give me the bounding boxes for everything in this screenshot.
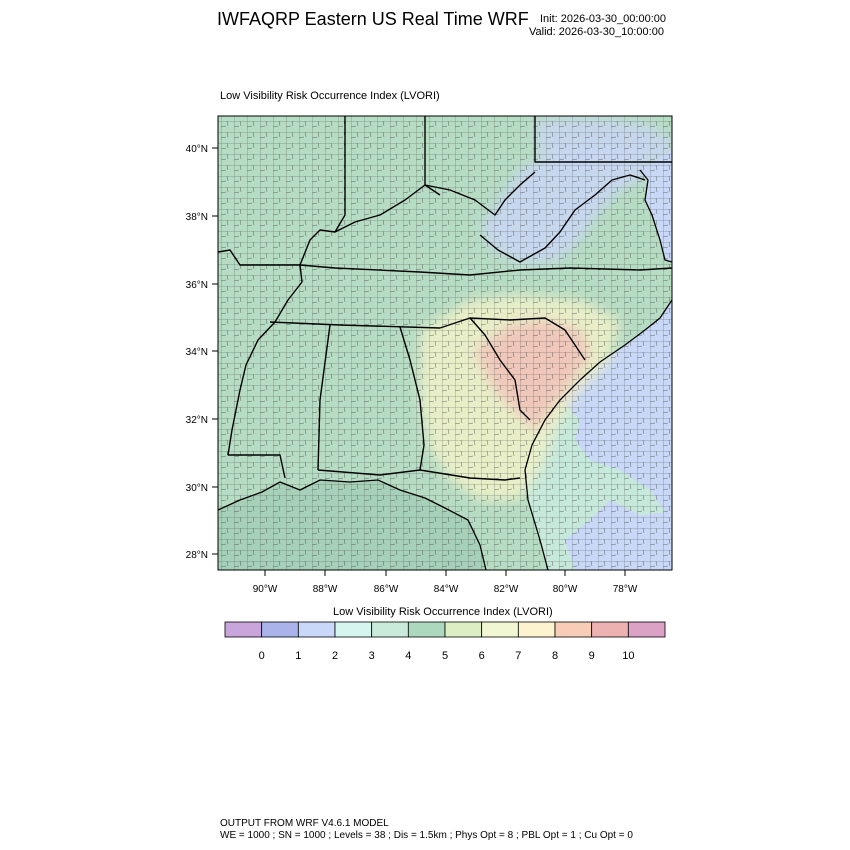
lat-label-30: 30°N [186,483,208,494]
lon-label-88: 88°W [313,584,338,595]
lat-label-40: 40°N [186,144,208,155]
colorbar-swatch [407,621,446,638]
colorbar-label: 3 [369,650,375,662]
colorbar-swatch [517,621,556,638]
ms-al-border [317,324,331,471]
footer-config-line: WE = 1000 ; SN = 1000 ; Levels = 38 ; Di… [220,830,633,841]
atlantic-coast [524,299,672,570]
colorbar [224,621,666,638]
colorbar-label: 5 [442,650,448,662]
fl-border [317,469,521,481]
lon-label-82: 82°W [494,584,519,595]
chesapeake-coast [639,169,672,263]
lat-label-32: 32°N [186,415,208,426]
lon-label-90: 90°W [253,584,278,595]
panel-title: Low Visibility Risk Occurrence Index (LV… [220,90,440,102]
init-time: Init: 2026-03-30_00:00:00 [540,13,666,25]
la-ms-border [228,454,286,479]
colorbar-swatch [627,621,666,638]
colorbar-swatch [224,621,263,638]
colorbar-label: 0 [259,650,265,662]
colorbar-swatch [591,621,629,638]
colorbar-swatch [261,621,299,638]
colorbar-label: 9 [589,650,595,662]
wv-va-border [479,179,613,263]
valid-time: Valid: 2026-03-30_10:00:00 [529,26,664,38]
colorbar-label: 1 [295,650,301,662]
colorbar-swatch [554,621,593,638]
mississippi-river [218,249,303,456]
colorbar-swatch [297,621,336,638]
colorbar-title: Low Visibility Risk Occurrence Index (LV… [333,606,553,618]
colorbar-label: 8 [552,650,558,662]
map-frame [217,115,673,571]
lon-axis: 90°W 88°W 86°W 84°W 82°W 80°W 78°W [253,570,638,595]
colorbar-label: 10 [622,650,634,662]
lat-axis: 40°N 38°N 36°N 34°N 32°N 30°N 28°N [186,144,218,561]
nc-sc-border [469,317,586,361]
il-in-border [334,116,346,233]
pa-border [534,116,672,163]
lon-label-84: 84°W [434,584,459,595]
lat-label-36: 36°N [186,280,208,291]
lon-label-86: 86°W [374,584,399,595]
colorbar-swatch [444,621,483,638]
state-boundaries [218,116,672,481]
colorbar-label: 6 [479,650,485,662]
lat-label-34: 34°N [186,347,208,358]
coastlines [218,169,672,570]
lat-label-28: 28°N [186,550,208,561]
tn-al-ga-border [269,321,441,329]
footer-model-line: OUTPUT FROM WRF V4.6.1 MODEL [220,818,389,829]
colorbar-label: 7 [515,650,521,662]
gulf-coast [218,479,487,570]
colorbar-label: 4 [405,650,411,662]
lat-label-38: 38°N [186,212,208,223]
ky-tn-border [299,264,672,276]
al-ga-border [399,326,425,471]
va-md-border [611,174,646,181]
lon-label-78: 78°W [613,584,638,595]
colorbar-swatch [371,621,409,638]
lon-label-80: 80°W [553,584,578,595]
colorbar-swatch [481,621,519,638]
colorbar-swatch [334,621,373,638]
colorbar-label: 2 [332,650,338,662]
main-title: IWFAQRP Eastern US Real Time WRF [217,9,529,29]
colorbar-labels: 0 1 2 3 4 5 6 7 8 9 10 [259,650,635,662]
map-area [218,116,672,570]
ohio-river [299,171,536,266]
county-mesh [218,116,672,570]
